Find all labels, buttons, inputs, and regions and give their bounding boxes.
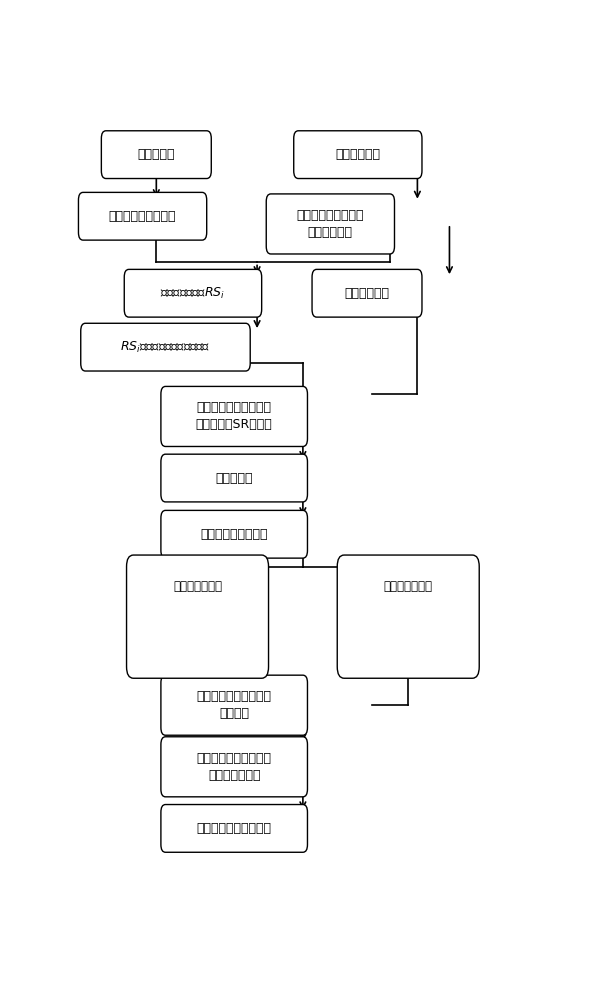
FancyBboxPatch shape <box>126 555 268 678</box>
FancyBboxPatch shape <box>161 737 307 797</box>
Text: 进行融合并计算$RS_i$: 进行融合并计算$RS_i$ <box>160 286 226 301</box>
FancyBboxPatch shape <box>161 805 307 852</box>
FancyBboxPatch shape <box>161 386 307 446</box>
FancyBboxPatch shape <box>79 192 207 240</box>
Text: 采集振动信号: 采集振动信号 <box>335 148 381 161</box>
Text: 进行包络处理: 进行包络处理 <box>345 287 389 300</box>
FancyBboxPatch shape <box>266 194 395 254</box>
FancyBboxPatch shape <box>124 269 262 317</box>
Text: 获取时域图: 获取时域图 <box>216 472 253 485</box>
Text: 诊断出待测轴承的故障: 诊断出待测轴承的故障 <box>197 822 272 835</box>
FancyBboxPatch shape <box>102 131 212 179</box>
FancyBboxPatch shape <box>161 675 307 735</box>
Text: 将融合信号与包络信号
分别输入到SR系统中: 将融合信号与包络信号 分别输入到SR系统中 <box>196 401 272 431</box>
Text: 分别进行傅里叶变换: 分别进行傅里叶变换 <box>200 528 268 541</box>
Text: $RS_i$最大时获取最优融合信号: $RS_i$最大时获取最优融合信号 <box>121 340 210 355</box>
Y-axis label: 振幅(mm): 振幅(mm) <box>144 621 150 643</box>
FancyBboxPatch shape <box>337 555 479 678</box>
Text: 采集声信号: 采集声信号 <box>138 148 175 161</box>
Text: 包络信号频域图: 包络信号频域图 <box>384 580 433 593</box>
Y-axis label: 振幅(mm): 振幅(mm) <box>348 621 353 643</box>
FancyBboxPatch shape <box>81 323 250 371</box>
X-axis label: 频率(Hz): 频率(Hz) <box>404 670 422 675</box>
Text: 截取与矩形窗包含相
等的信号点数: 截取与矩形窗包含相 等的信号点数 <box>297 209 364 239</box>
FancyBboxPatch shape <box>294 131 422 179</box>
FancyBboxPatch shape <box>161 454 307 502</box>
X-axis label: 频率(Hz): 频率(Hz) <box>193 670 211 675</box>
Text: 融合信号频域图: 融合信号频域图 <box>173 580 222 593</box>
Text: 将融合信号的实验值与
理论值进行比较: 将融合信号的实验值与 理论值进行比较 <box>197 752 272 782</box>
FancyBboxPatch shape <box>161 510 307 558</box>
FancyBboxPatch shape <box>312 269 422 317</box>
Text: 进行对比并验证融合信
号的效果: 进行对比并验证融合信 号的效果 <box>197 690 272 720</box>
Text: 构造滑动矩形窗函数: 构造滑动矩形窗函数 <box>109 210 176 223</box>
